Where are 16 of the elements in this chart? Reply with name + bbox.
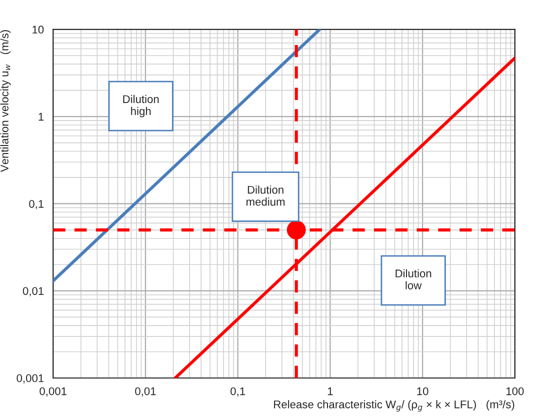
- y-tick-label: 0,01: [22, 287, 44, 296]
- annotation: Dilution low: [396, 269, 432, 290]
- x-tick-label: 0,001: [40, 387, 66, 396]
- annotation: Dilution high: [123, 94, 159, 118]
- y-tick-label: 1: [38, 112, 44, 121]
- y-tick-label: 0,1: [29, 200, 44, 210]
- text: Ventilation velocity u$_{w}$ (m/s): [0, 30, 11, 172]
- annotation: Dilution medium: [246, 186, 285, 206]
- x-axis-title: Release characteristic W$_{g}$/ (ρ$_{g}$ × k × LFL) (m³/s): [274, 400, 514, 412]
- x-tick-label: 1: [328, 387, 333, 396]
- x-tick-label: 0,1: [230, 387, 246, 396]
- y-tick-label: 0,001: [16, 374, 44, 384]
- x-tick-label: 10: [417, 387, 428, 396]
- x-tick-label: 0,01: [135, 387, 156, 396]
- x-tick-label: 100: [506, 387, 524, 396]
- y-tick-label: 10: [32, 26, 44, 34]
